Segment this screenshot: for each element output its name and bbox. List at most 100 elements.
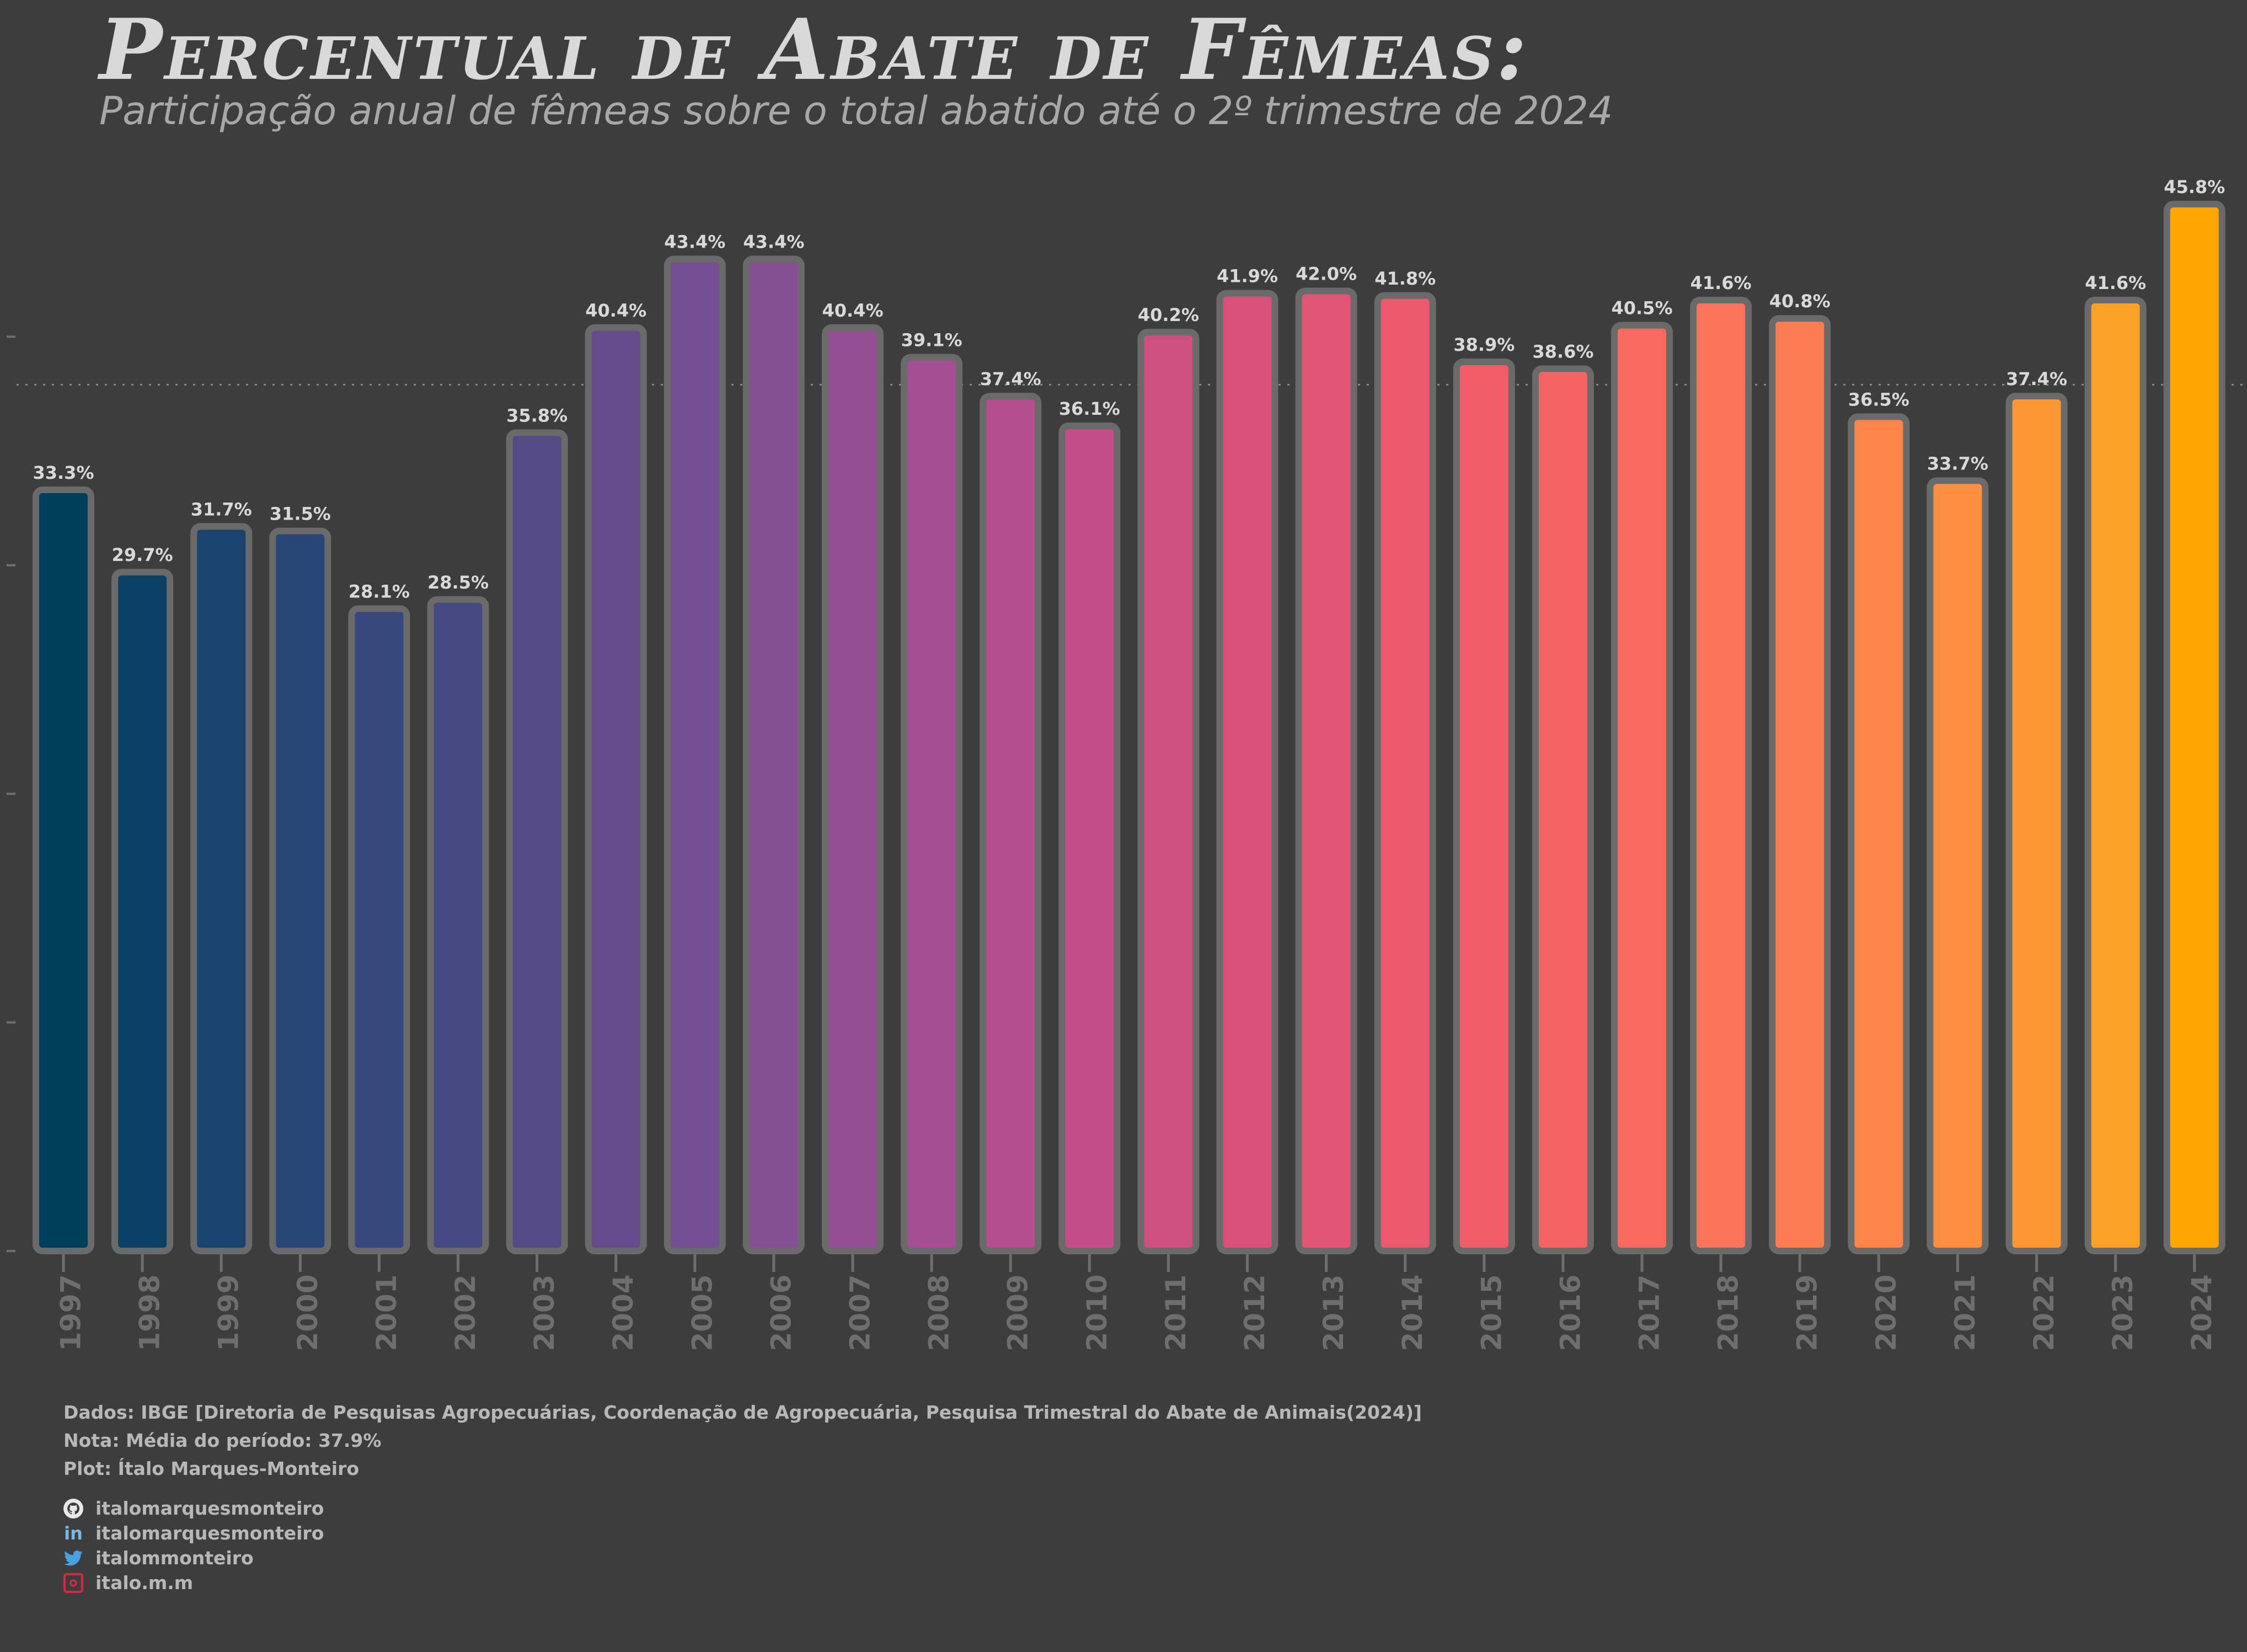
bar-value-label: 43.4% <box>743 231 804 252</box>
bar-2019 <box>1769 315 1831 1255</box>
x-tick-label: 2017 <box>1634 1274 1666 1351</box>
x-tick-label: 1999 <box>213 1274 245 1351</box>
social-twitter[interactable]: italommonteiro <box>63 1546 324 1570</box>
bar-value-label: 31.7% <box>191 499 252 520</box>
bar-2003 <box>506 429 568 1254</box>
github-handle: italomarquesmonteiro <box>95 1498 324 1519</box>
x-axis: 1997 1998 1999 2000 2001 2002 2003 2004 2005 2006… <box>55 1254 2218 1351</box>
x-tick-label: 2005 <box>686 1274 718 1351</box>
bar-value-label: 41.9% <box>1217 266 1278 287</box>
x-tick-label: 2016 <box>1554 1274 1586 1351</box>
bar-1998 <box>111 569 174 1254</box>
bar-value-label: 33.7% <box>1927 453 1988 474</box>
bar-1999 <box>190 523 253 1255</box>
twitter-handle: italommonteiro <box>95 1547 254 1569</box>
bar-value-label: 42.0% <box>1296 263 1357 284</box>
bar-2015 <box>1453 358 1515 1254</box>
bar-2018 <box>1690 297 1752 1255</box>
bar-2000 <box>269 527 331 1255</box>
bar-value-label: 41.6% <box>1690 272 1752 293</box>
x-tick-label: 2014 <box>1397 1274 1429 1351</box>
bar-2014 <box>1374 292 1436 1255</box>
bar-value-label: 35.8% <box>506 405 568 426</box>
bar-value-label: 40.4% <box>822 300 883 321</box>
x-tick-label: 2008 <box>923 1274 955 1351</box>
bar-value-label: 36.5% <box>1848 389 1909 410</box>
x-tick-label: 2018 <box>1713 1274 1745 1351</box>
bar-value-label: 37.4% <box>2006 368 2067 389</box>
bar-2013 <box>1295 287 1357 1254</box>
x-tick-label: 2002 <box>450 1274 482 1351</box>
bar-value-label: 41.6% <box>2085 272 2146 293</box>
bar-2001 <box>348 605 410 1254</box>
linkedin-icon: in <box>64 1522 83 1544</box>
footer-notes: Dados: IBGE [Diretoria de Pesquisas Agro… <box>63 1398 1422 1483</box>
x-tick-label: 2000 <box>292 1274 324 1351</box>
x-tick-label: 2003 <box>528 1274 560 1351</box>
bar-value-label: 38.9% <box>1453 334 1515 355</box>
x-tick-label: 2015 <box>1475 1274 1507 1351</box>
bar-value-label: 41.8% <box>1374 268 1436 289</box>
x-tick-label: 2022 <box>2028 1274 2060 1351</box>
chart-subtitle: Participação anual de fêmeas sobre o tot… <box>99 88 1613 133</box>
github-icon <box>63 1498 83 1519</box>
bar-value-label: 31.5% <box>270 504 331 525</box>
x-tick-label: 2010 <box>1081 1274 1113 1351</box>
bar-2007 <box>822 324 884 1255</box>
x-tick-label: 2013 <box>1318 1274 1350 1351</box>
social-linkedin[interactable]: in italomarquesmonteiro <box>63 1521 324 1546</box>
bar-value-label: 43.4% <box>664 231 725 252</box>
bar-2012 <box>1216 290 1278 1254</box>
x-tick-label: 1997 <box>55 1274 87 1351</box>
bar-2016 <box>1532 365 1594 1255</box>
bar-1997 <box>33 486 94 1255</box>
bar-value-label: 45.8% <box>2164 177 2225 197</box>
bar-2020 <box>1848 413 1910 1254</box>
x-tick-label: 2012 <box>1239 1274 1271 1351</box>
instagram-icon <box>63 1573 83 1593</box>
linkedin-handle: italomarquesmonteiro <box>95 1522 324 1544</box>
bar-2023 <box>2084 297 2147 1255</box>
bar-value-label: 40.2% <box>1138 304 1199 325</box>
bar-2002 <box>427 596 489 1254</box>
social-github[interactable]: italomarquesmonteiro <box>63 1496 324 1521</box>
x-tick-label: 2004 <box>607 1274 639 1351</box>
bar-value-label: 36.1% <box>1059 398 1120 419</box>
chart-title: Percentual de Abate de Fêmeas: <box>99 0 1529 99</box>
bar-2009 <box>980 393 1042 1254</box>
x-tick-label: 2011 <box>1160 1274 1192 1351</box>
bar-value-label: 38.6% <box>1532 341 1593 362</box>
y-axis-ticks <box>7 335 15 1252</box>
bar-value-label: 28.5% <box>427 572 489 593</box>
x-tick-label: 2006 <box>765 1274 797 1351</box>
bar-value-label: 40.8% <box>1769 291 1831 312</box>
instagram-handle: italo.m.m <box>95 1572 194 1594</box>
bar-value-label: 40.5% <box>1611 298 1672 319</box>
bar-2017 <box>1611 322 1673 1254</box>
x-tick-label: 2021 <box>1949 1274 1981 1351</box>
bar-2005 <box>664 255 726 1255</box>
bar-value-label: 37.4% <box>980 368 1041 389</box>
x-tick-label: 2020 <box>1870 1274 1902 1351</box>
bar-value-label: 39.1% <box>901 330 962 351</box>
bar-2022 <box>2005 393 2068 1254</box>
bar-2006 <box>742 255 805 1255</box>
x-tick-label: 2023 <box>2107 1274 2139 1351</box>
mean-note: Nota: Média do período: 37.9% <box>63 1430 382 1451</box>
twitter-icon <box>63 1548 83 1568</box>
bar-2010 <box>1058 422 1121 1254</box>
bar-2021 <box>1927 477 1989 1255</box>
bars-group: 33.3% 29.7% 31.7% 31.5% 28.1% 28.5% 35.8% 40.4%… <box>33 177 2225 1255</box>
bar-2024 <box>2163 201 2225 1254</box>
x-tick-label: 2009 <box>1002 1274 1034 1351</box>
bar-2004 <box>585 324 647 1255</box>
bar-2011 <box>1137 329 1200 1255</box>
social-instagram[interactable]: italo.m.m <box>63 1570 324 1595</box>
data-source-note: Dados: IBGE [Diretoria de Pesquisas Agro… <box>63 1402 1422 1423</box>
social-links: italomarquesmonteiro in italomarquesmont… <box>63 1496 324 1595</box>
x-tick-label: 1998 <box>134 1274 166 1351</box>
bar-2008 <box>901 354 963 1254</box>
bar-value-label: 29.7% <box>112 544 173 565</box>
